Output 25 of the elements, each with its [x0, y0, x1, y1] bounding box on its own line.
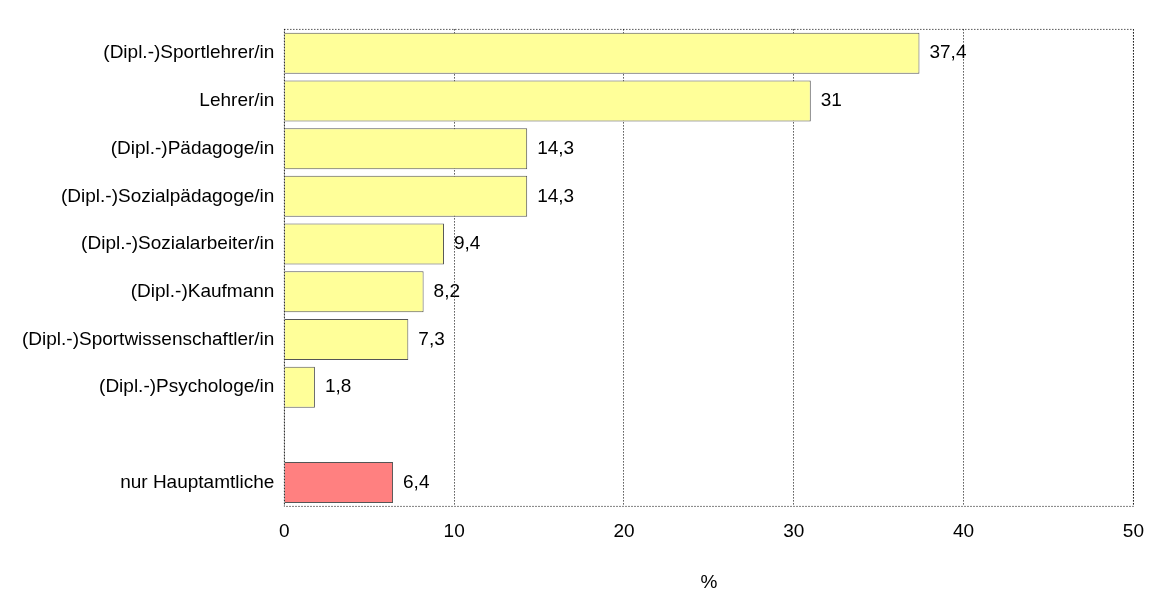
- data-label: 9,4: [453, 232, 481, 254]
- x-tick-label: 20: [613, 520, 635, 542]
- x-axis-title: %: [700, 570, 718, 592]
- x-tick-label: 10: [443, 520, 465, 542]
- y-tick-label: (Dipl.-)Sportlehrer/in: [103, 41, 275, 63]
- y-tick-label: (Dipl.-)Sozialpädagoge/in: [61, 184, 275, 206]
- data-label: 31: [820, 89, 842, 111]
- data-label: 37,4: [929, 41, 967, 63]
- data-label: 14,3: [537, 136, 575, 158]
- y-tick-label: (Dipl.-)Sozialarbeiter/in: [81, 232, 275, 254]
- x-tick-label: 50: [1122, 520, 1144, 542]
- data-label: 1,8: [324, 375, 352, 397]
- x-tick-label: 0: [279, 520, 290, 542]
- data-label: 14,3: [537, 184, 575, 206]
- x-tick-label: 40: [953, 520, 975, 542]
- data-label: 6,4: [403, 470, 430, 492]
- y-tick-label: Lehrer/in: [199, 89, 275, 111]
- y-tick-label: (Dipl.-)Sportwissenschaftler/in: [21, 327, 275, 349]
- x-tick-label: 30: [783, 520, 805, 542]
- data-label: 8,2: [433, 279, 461, 301]
- y-tick-label: (Dipl.-)Kaufmann: [130, 279, 275, 301]
- data-label: 7,3: [418, 327, 445, 349]
- y-tick-label: (Dipl.-)Psychologe/in: [99, 375, 275, 397]
- y-tick-label: nur Hauptamtliche: [120, 470, 275, 492]
- y-tick-label: (Dipl.-)Pädagoge/in: [110, 136, 275, 158]
